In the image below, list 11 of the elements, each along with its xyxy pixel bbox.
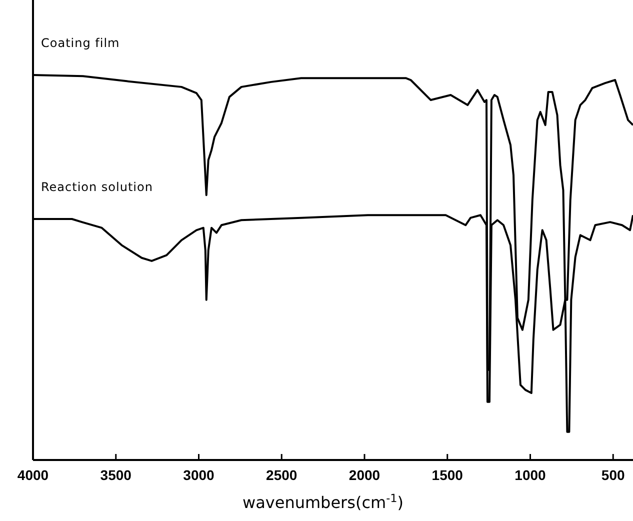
- x-tick-label: 4000: [17, 467, 49, 483]
- x-axis-title: wavenumbers(cm$^{-1}$): [242, 492, 404, 512]
- x-tick-label: 1500: [432, 467, 464, 483]
- x-tick-label: 500: [601, 467, 626, 483]
- x-tick-label: 3500: [100, 467, 132, 483]
- x-tick-label: 2500: [266, 467, 298, 483]
- x-tick-label: 3000: [183, 467, 215, 483]
- x-tick-label: 2000: [348, 467, 380, 483]
- text: Coating film: [41, 36, 120, 50]
- x-tick-label: 1000: [514, 467, 546, 483]
- text: Reaction solution: [41, 180, 153, 194]
